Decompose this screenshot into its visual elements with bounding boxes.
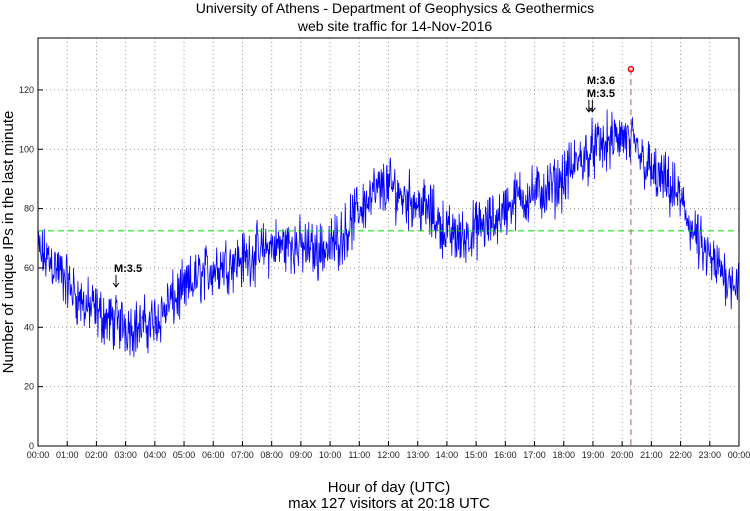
earthquake-arrowhead bbox=[588, 107, 596, 113]
earthquake-arrowhead bbox=[112, 282, 120, 288]
x-tick-label: 04:00 bbox=[144, 450, 167, 460]
x-tick-label: 18:00 bbox=[552, 450, 575, 460]
y-tick-label: 20 bbox=[24, 382, 34, 392]
x-tick-label: 12:00 bbox=[377, 450, 400, 460]
y-tick-label: 60 bbox=[24, 263, 34, 273]
earthquake-label: M:3.5 bbox=[114, 263, 142, 275]
x-tick-label: 11:00 bbox=[348, 450, 370, 460]
x-tick-label: 14:00 bbox=[436, 450, 459, 460]
x-tick-label: 23:00 bbox=[699, 450, 722, 460]
y-tick-label: 40 bbox=[24, 322, 34, 332]
x-tick-label: 01:00 bbox=[56, 450, 79, 460]
x-tick-label: 16:00 bbox=[494, 450, 517, 460]
x-tick-label: 17:00 bbox=[523, 450, 546, 460]
x-tick-label: 07:00 bbox=[231, 450, 254, 460]
earthquake-label: M:3.5 bbox=[587, 88, 615, 100]
x-axis-label: Hour of day (UTC) bbox=[328, 479, 451, 496]
x-tick-label: 22:00 bbox=[669, 450, 692, 460]
max-footer: max 127 visitors at 20:18 UTC bbox=[288, 495, 490, 511]
earthquake-label: M:3.6 bbox=[587, 75, 615, 87]
x-tick-label: 00:00 bbox=[728, 450, 750, 460]
traffic-line bbox=[37, 109, 740, 358]
x-tick-label: 19:00 bbox=[582, 450, 605, 460]
x-tick-label: 20:00 bbox=[611, 450, 634, 460]
chart-subtitle: web site traffic for 14-Nov-2016 bbox=[297, 18, 492, 34]
x-tick-label: 13:00 bbox=[406, 450, 429, 460]
y-tick-label: 0 bbox=[29, 441, 34, 451]
x-tick-label: 06:00 bbox=[202, 450, 225, 460]
max-marker bbox=[627, 65, 635, 73]
x-tick-label: 05:00 bbox=[173, 450, 196, 460]
y-tick-label: 120 bbox=[19, 85, 34, 95]
x-tick-label: 09:00 bbox=[290, 450, 313, 460]
x-tick-label: 03:00 bbox=[114, 450, 137, 460]
y-tick-label: 100 bbox=[19, 144, 34, 154]
chart-title: University of Athens - Department of Geo… bbox=[196, 0, 594, 16]
x-tick-label: 15:00 bbox=[465, 450, 488, 460]
x-tick-label: 00:00 bbox=[27, 450, 50, 460]
y-tick-label: 80 bbox=[24, 204, 34, 214]
y-axis-label: Number of unique IPs in the last minute bbox=[0, 111, 17, 374]
x-tick-label: 08:00 bbox=[260, 450, 283, 460]
x-tick-label: 21:00 bbox=[640, 450, 663, 460]
x-tick-label: 10:00 bbox=[319, 450, 342, 460]
x-tick-label: 02:00 bbox=[85, 450, 108, 460]
